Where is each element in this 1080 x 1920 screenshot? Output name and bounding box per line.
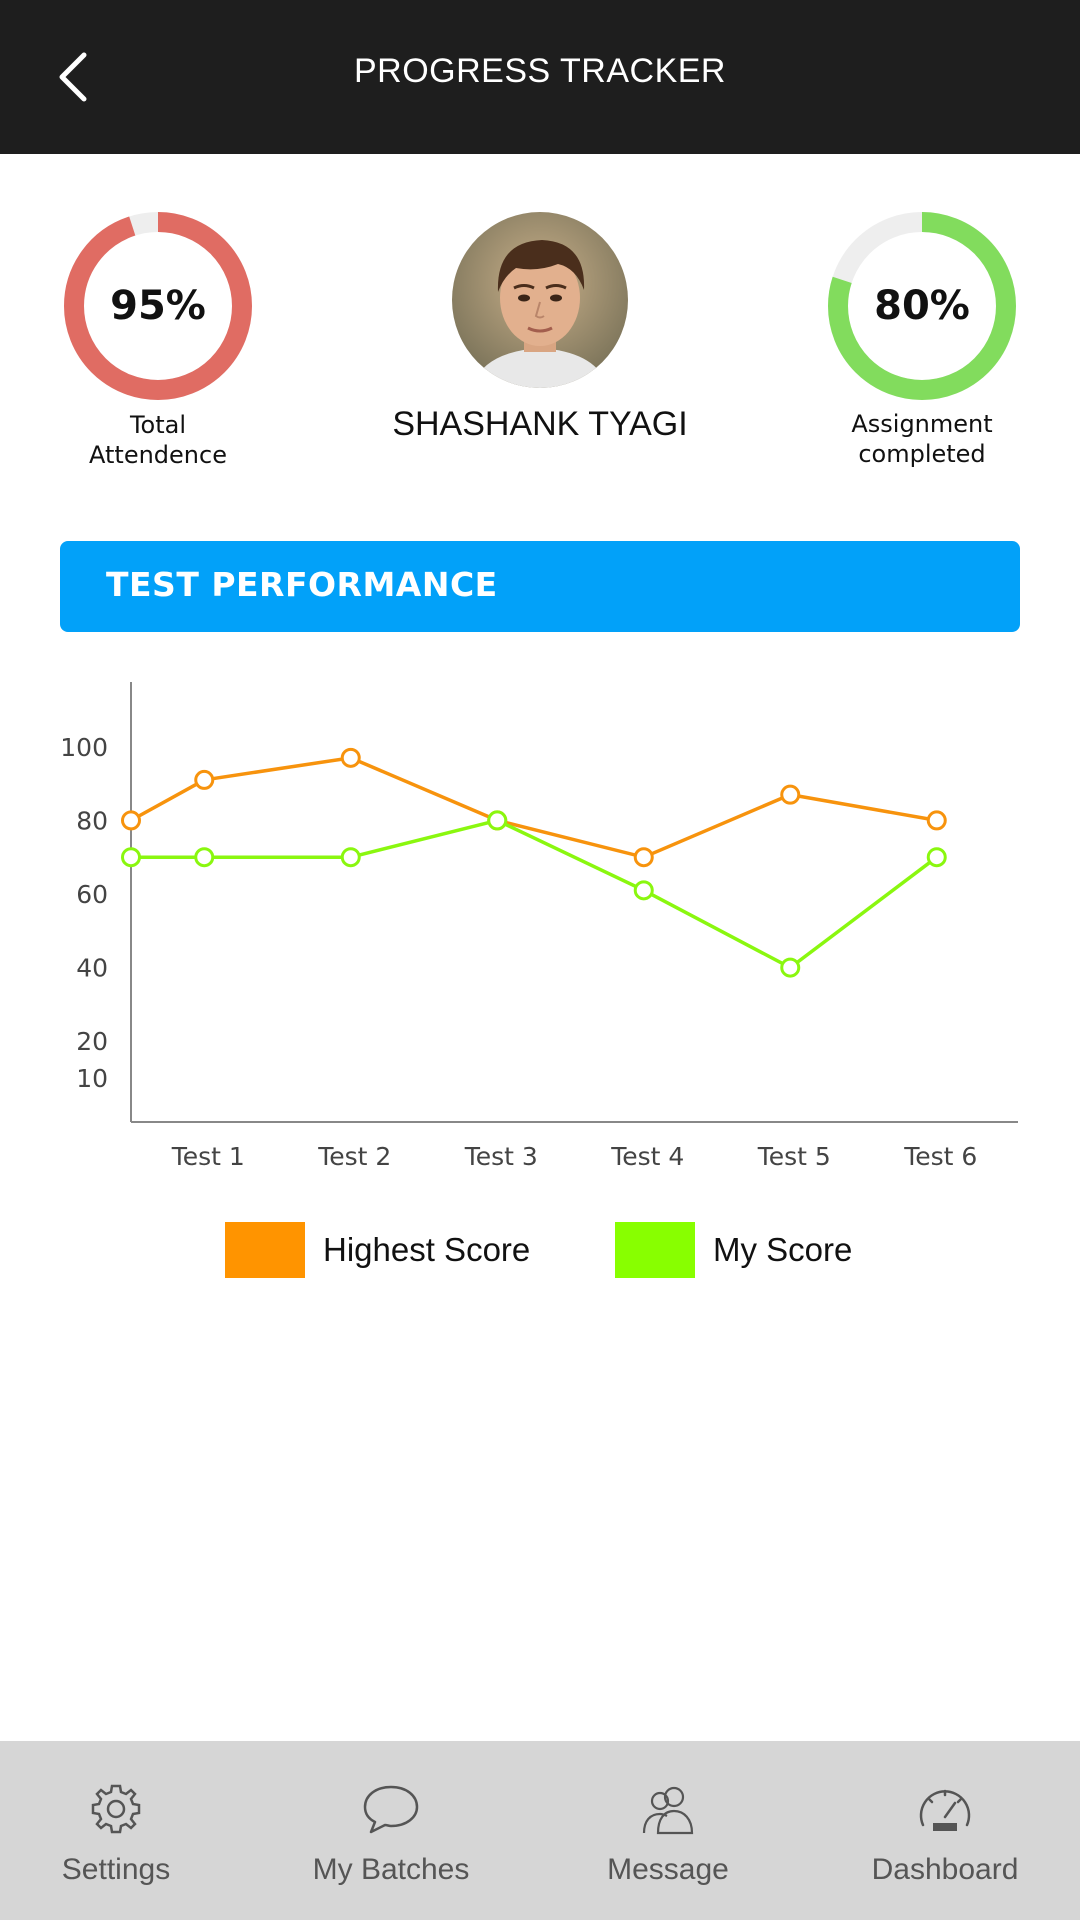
series-line-0 (130, 756, 938, 859)
legend-swatch-my-score (615, 1222, 695, 1278)
assignment-caption-line1: Assignment (851, 410, 993, 438)
y-tick-label-60: 60 (76, 880, 108, 909)
chevron-left-icon (59, 52, 87, 102)
legend-item-my-score: My Score (615, 1222, 852, 1278)
series-1-point-4 (633, 880, 654, 901)
assignment-caption-line2: completed (858, 440, 986, 468)
attendance-caption: Total Attendence (58, 410, 258, 470)
y-tick-label-40: 40 (76, 954, 108, 983)
series-1-point-3 (487, 810, 508, 831)
series-1-point-0 (121, 847, 141, 868)
y-tick-label-20: 20 (76, 1027, 108, 1056)
y-tick-label-100: 100 (60, 733, 108, 762)
x-tick-label-5: Test 5 (757, 1142, 831, 1171)
bottom-navigation: Settings My Batches Message (0, 1741, 1080, 1920)
nav-my-batches[interactable]: My Batches (271, 1741, 511, 1920)
legend-swatch-highest (225, 1222, 305, 1278)
series-1-point-2 (340, 847, 361, 868)
y-tick-label-80: 80 (76, 806, 108, 835)
nav-settings-label: Settings (61, 1853, 171, 1886)
nav-dashboard[interactable]: Dashboard (825, 1741, 1065, 1920)
series-1-point-6 (926, 847, 947, 868)
series-1-point-5 (780, 957, 801, 978)
nav-message-label: Message (607, 1853, 729, 1886)
legend-item-highest: Highest Score (225, 1222, 530, 1278)
legend-label-my-score: My Score (713, 1231, 853, 1268)
nav-dashboard-label: Dashboard (871, 1853, 1019, 1886)
test-performance-header: TEST PERFORMANCE (60, 541, 1020, 632)
assignment-caption: Assignment completed (822, 409, 1022, 469)
gear-icon (91, 1784, 141, 1834)
x-tick-label-3: Test 3 (464, 1142, 538, 1171)
series-1-point-1 (194, 847, 215, 868)
assignment-value: 80% (874, 283, 970, 329)
page-title: PROGRESS TRACKER (353, 52, 726, 90)
series-0-point-6 (926, 810, 947, 831)
attendance-caption-line1: Total (129, 411, 187, 439)
nav-message[interactable]: Message (548, 1741, 788, 1920)
legend-label-highest: Highest Score (323, 1231, 531, 1268)
x-tick-label-2: Test 2 (317, 1142, 391, 1171)
users-icon (642, 1786, 694, 1835)
chat-bubble-icon (363, 1785, 419, 1834)
x-tick-label-4: Test 4 (610, 1142, 684, 1171)
x-tick-label-6: Test 6 (903, 1142, 977, 1171)
x-tick-label-1: Test 1 (171, 1142, 245, 1171)
attendance-ring: 95% (63, 211, 253, 401)
series-0-point-1 (194, 769, 215, 790)
nav-settings[interactable]: Settings (0, 1741, 236, 1920)
nav-my-batches-label: My Batches (312, 1853, 470, 1886)
test-performance-chart: 10 20 40 60 80 100 Test 1 Test 2 Test 3 Test 4 Tes… (60, 682, 1018, 1171)
attendance-value: 95% (110, 283, 206, 329)
series-line-1 (131, 818, 938, 970)
series-0-point-0 (121, 810, 141, 831)
series-0-point-5 (780, 784, 801, 805)
back-button[interactable] (48, 45, 108, 109)
speedometer-icon (919, 1789, 971, 1831)
section-title: TEST PERFORMANCE (106, 565, 498, 604)
series-0-point-2 (340, 747, 361, 768)
student-name: SHASHANK TYAGI (392, 405, 688, 443)
avatar (452, 212, 628, 388)
attendance-caption-line2: Attendence (89, 441, 227, 469)
y-tick-label-10: 10 (76, 1064, 108, 1093)
top-bar: PROGRESS TRACKER (0, 0, 1080, 154)
assignment-ring: 80% (827, 211, 1017, 401)
series-0-point-4 (633, 847, 654, 868)
